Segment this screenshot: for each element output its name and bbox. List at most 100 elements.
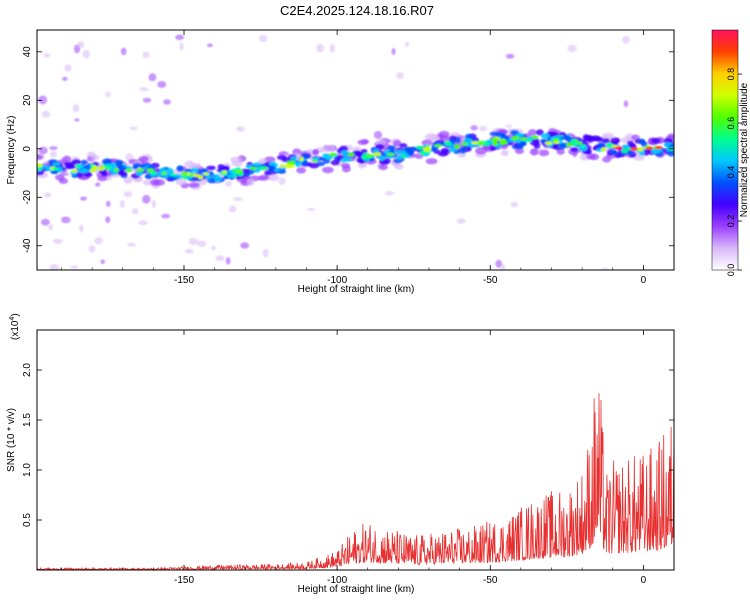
heatmap-cell [268, 161, 277, 167]
heatmap-cell [80, 159, 88, 165]
heatmap-cell [252, 162, 262, 167]
heatmap-cell [286, 160, 295, 165]
colorbar-tick-label: 0.2 [726, 215, 736, 228]
snr-y-axis-label: SNR (10 * v/v) [6, 408, 17, 472]
heatmap-cell [330, 159, 340, 166]
heatmap-cell [71, 159, 82, 165]
heatmap-cell [414, 153, 424, 159]
heatmap-cell [464, 133, 474, 140]
heatmap-cell [529, 148, 539, 156]
heatmap-cell [82, 49, 90, 59]
heatmap-cell [622, 35, 631, 44]
heatmap-cell [505, 53, 515, 59]
heatmap-cell [94, 237, 103, 245]
heatmap-cell [386, 152, 395, 156]
heatmap-cell [544, 141, 553, 145]
heatmap-cell [456, 218, 466, 224]
heatmap-cell [489, 131, 500, 137]
heatmap-cell [339, 145, 349, 152]
heatmap-cell [626, 147, 632, 151]
heatmap-cell [640, 141, 648, 147]
heatmap-cell [610, 137, 621, 144]
heatmap-cell [387, 145, 396, 151]
heatmap-cell [394, 149, 404, 154]
heatmap-cell [142, 194, 151, 204]
heatmap-cell [117, 165, 127, 171]
heatmap-cell [540, 133, 550, 139]
y-tick-label: 20 [22, 94, 33, 106]
x-tick-label: -150 [174, 575, 194, 586]
heatmap-cell [510, 136, 519, 141]
heatmap-cell [138, 155, 149, 162]
heatmap-cell [312, 159, 318, 163]
heatmap-cell [322, 166, 334, 174]
heatmap-cell [205, 174, 212, 180]
heatmap-cell [49, 263, 60, 270]
heatmap-cell [142, 51, 150, 59]
heatmap-cell [425, 158, 438, 165]
heatmap-cell [283, 164, 291, 168]
colorbar-tick-label: 0.0 [726, 264, 736, 277]
heatmap-cell [129, 126, 138, 131]
y-tick-label: -20 [22, 190, 33, 205]
heatmap-cell [290, 156, 298, 161]
heatmap-cell [589, 153, 600, 161]
heatmap-cell [453, 144, 461, 149]
y-tick-label: 2.0 [22, 363, 33, 377]
x-tick-label: -100 [327, 275, 347, 286]
heatmap-cell [119, 184, 128, 190]
heatmap-cell [146, 168, 155, 173]
heatmap-cell [225, 257, 231, 265]
heatmap-cell [361, 154, 368, 160]
heatmap-cell [201, 168, 208, 173]
heatmap-cell [118, 171, 128, 177]
heatmap-cell [161, 213, 171, 219]
heatmap-cell [50, 170, 59, 175]
snr-x-ticks: -150 -100 -50 0 [61, 330, 675, 586]
heatmap-cell [105, 91, 111, 98]
heatmap-cell [233, 197, 243, 202]
heatmap-cell [538, 149, 550, 157]
heatmap-cell [601, 138, 610, 144]
heatmap-cell [329, 43, 335, 53]
snr-series-line [37, 393, 674, 570]
heatmap-cell [519, 137, 528, 141]
snr-frame [36, 329, 675, 571]
heatmap-cell [211, 245, 216, 251]
heatmap-cell [75, 163, 81, 169]
heatmap-cell [64, 163, 74, 169]
heatmap-cell [49, 146, 58, 151]
heatmap-cell [514, 148, 525, 155]
heatmap-cell [123, 176, 133, 184]
heatmap-cell [378, 164, 388, 171]
heatmap-cell [38, 146, 48, 155]
heatmap-cell [570, 147, 579, 152]
heatmap-cell [448, 147, 457, 153]
heatmap-cell [206, 165, 216, 171]
heatmap-cell [131, 208, 139, 215]
heatmap-cell [105, 165, 112, 171]
heatmap-cell [224, 181, 232, 187]
heatmap-cell [268, 174, 280, 182]
heatmap-cell [52, 167, 59, 171]
heatmap-cell [123, 191, 133, 198]
heatmap-cell [72, 104, 80, 113]
heatmap-cell [404, 146, 412, 151]
heatmap-cell [582, 134, 590, 141]
heatmap-cell [188, 237, 199, 246]
heatmap-cell [553, 140, 560, 144]
x-tick-label: -150 [174, 275, 194, 286]
heatmap-cell [463, 138, 473, 144]
heatmap-cell [357, 139, 369, 146]
heatmap-cell [500, 149, 509, 157]
snr-x-axis-label: Height of straight line (km) [298, 584, 415, 595]
y-tick-label: 0 [22, 146, 33, 152]
heatmap-cell [120, 47, 127, 56]
heatmap-cell [360, 148, 368, 154]
x-tick-label: -50 [483, 575, 498, 586]
heatmap-cell [180, 171, 188, 176]
heatmap-cell [281, 157, 291, 163]
y-tick-label: 40 [22, 46, 33, 58]
heatmap-cell [347, 152, 355, 157]
